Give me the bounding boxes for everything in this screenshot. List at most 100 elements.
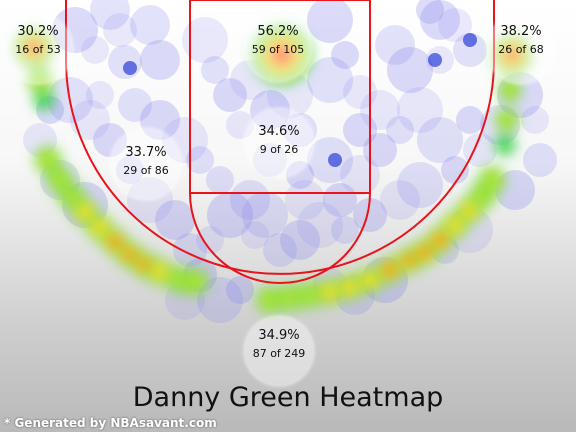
cold-spot [127, 177, 173, 223]
hot-spot [506, 49, 518, 61]
cold-spot [182, 17, 228, 63]
zone-pct: 33.7% [125, 145, 167, 160]
cold-spot [456, 106, 484, 134]
cold-spot [280, 220, 320, 260]
hot-spot [361, 271, 379, 289]
cold-spot [416, 0, 444, 24]
cold-spot [242, 192, 288, 238]
footnote: * Generated by NBAsavant.com [4, 416, 217, 430]
cold-spot [116, 156, 144, 184]
court-lines [65, 0, 495, 284]
cold-spot [441, 156, 469, 184]
zone-paint-non-ra: 34.6% 9 of 26 [244, 108, 314, 178]
cold-spot [52, 7, 98, 53]
zone-count: 87 of 249 [252, 347, 306, 360]
cold-spot [453, 33, 487, 67]
cold-spot [206, 166, 234, 194]
cold-spot [386, 116, 414, 144]
cold-spot [86, 81, 114, 109]
hot-spot [383, 263, 397, 277]
cold-spot [523, 143, 557, 177]
cold-spot [197, 277, 243, 323]
cold-spot [521, 106, 549, 134]
cold-spot [241, 221, 269, 249]
zone-count: 16 of 53 [15, 43, 61, 56]
cold-spot [253, 143, 287, 177]
cold-spot [250, 90, 290, 130]
heat-layer [14, 25, 532, 314]
hot-spot [298, 283, 322, 307]
cold-spot [263, 233, 297, 267]
cold-spot [286, 161, 314, 189]
hot-spot [433, 233, 447, 247]
zone-above-break-three: 34.9% 87 of 249 [244, 316, 314, 386]
cold-spot [118, 88, 152, 122]
hot-spot [28, 42, 40, 54]
cold-spot [343, 75, 377, 109]
hot-spot [36, 148, 60, 172]
hot-spot [273, 46, 291, 64]
cold-spot [307, 57, 353, 103]
cold-spot [226, 276, 254, 304]
cold-spot [140, 100, 180, 140]
cold-spot [201, 56, 229, 84]
cold-spot [353, 198, 387, 232]
cold-spot [438, 8, 472, 42]
hot-spot [183, 270, 207, 294]
zone-pct: 34.9% [258, 328, 300, 343]
zone-count: 59 of 105 [251, 43, 305, 56]
hot-spot [497, 110, 517, 130]
hot-spot [258, 288, 282, 312]
cold-spot [463, 133, 497, 167]
cold-spot [420, 0, 460, 40]
cold-spot [130, 5, 170, 45]
cold-spot [285, 180, 325, 220]
zone-pct: 56.2% [257, 24, 299, 39]
cold-spot [380, 180, 420, 220]
cold-spot [417, 117, 463, 163]
cold-spot [363, 133, 397, 167]
cold-spot [397, 162, 443, 208]
cold-spot [328, 153, 342, 167]
hot-spot [480, 168, 504, 192]
cold-spot [90, 0, 130, 30]
cold-spot [230, 180, 270, 220]
zone-right-corner: 38.2% 26 of 68 [486, 14, 556, 84]
cold-spot [283, 113, 317, 147]
cold-spot [360, 90, 400, 130]
cold-spot [186, 146, 214, 174]
zone-count: 26 of 68 [498, 43, 544, 56]
cold-spot [108, 45, 142, 79]
cold-spot [428, 53, 442, 67]
zone-left-corner: 30.2% 16 of 53 [3, 14, 73, 84]
cold-spot [387, 47, 433, 93]
cold-spot [162, 117, 208, 163]
cold-spot [297, 202, 343, 248]
cold-spot [213, 78, 247, 112]
hot-spot [151, 263, 169, 281]
hot-spot [33, 89, 55, 111]
hot-spot [91, 219, 109, 237]
chart-title: Danny Green Heatmap [132, 382, 444, 413]
cold-spot [93, 123, 127, 157]
hot-spot [29, 69, 51, 91]
cold-spot [463, 33, 477, 47]
zone-count: 9 of 26 [259, 143, 299, 156]
paint [189, 0, 371, 194]
hot-spot [278, 286, 302, 310]
hot-spot [321, 283, 339, 301]
hot-spot [500, 80, 520, 100]
cold-spot [375, 25, 415, 65]
cold-spot [196, 226, 224, 254]
zone-mid-range: 33.7% 29 of 86 [110, 128, 182, 200]
cold-spot [323, 183, 357, 217]
zone-pct: 34.6% [258, 124, 300, 139]
cold-spot [331, 216, 359, 244]
cold-spot [307, 0, 353, 43]
hot-spot [494, 134, 516, 156]
zone-pct: 30.2% [17, 24, 59, 39]
hot-spot [418, 245, 432, 259]
hot-spot [108, 235, 122, 249]
